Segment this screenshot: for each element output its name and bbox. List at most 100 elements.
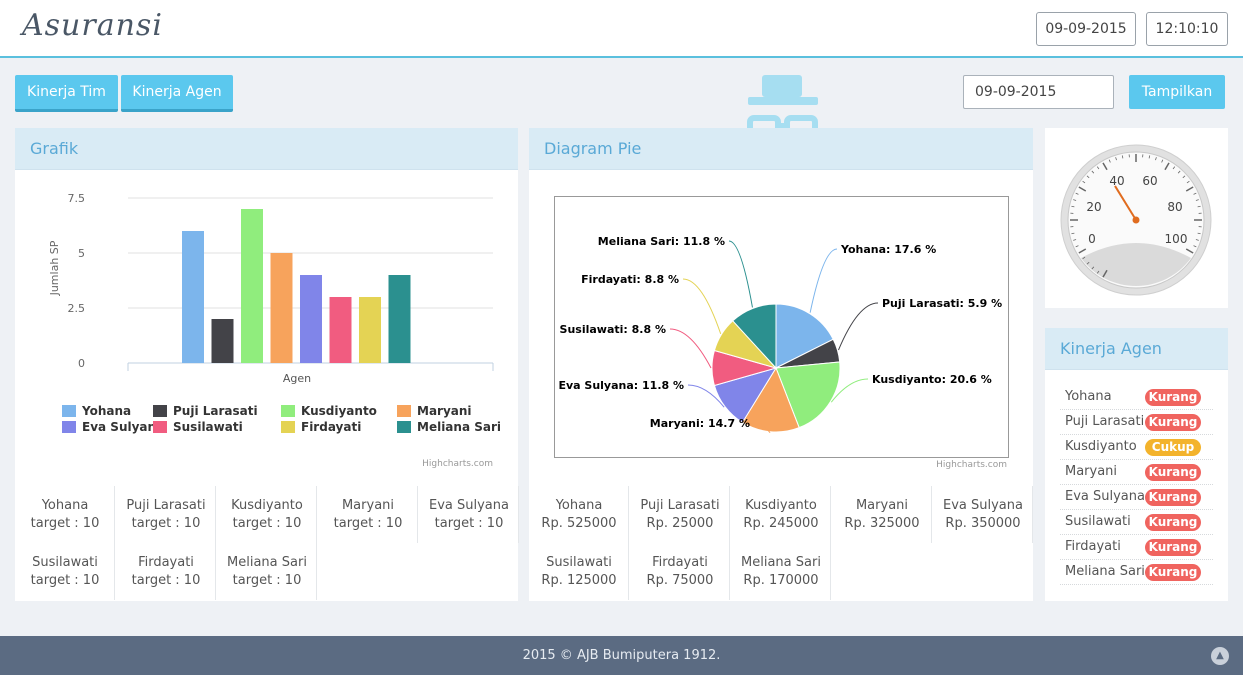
stat-value: target : 10 — [30, 573, 100, 588]
stat-divider — [114, 486, 115, 543]
stat-cell: Yohana Rp. 525000 — [529, 497, 629, 533]
date-filter-input[interactable]: 09-09-2015 — [963, 75, 1114, 109]
bar-puji-larasati[interactable] — [211, 319, 234, 363]
bar-eva-sulyana[interactable] — [300, 275, 322, 363]
pie-data-label: Firdayati: 8.8 % — [581, 273, 679, 286]
status-badge: Kurang — [1145, 539, 1201, 556]
stat-name: Susilawati — [546, 555, 612, 570]
gauge-tick — [1182, 175, 1186, 179]
bar-firdayati[interactable] — [359, 297, 381, 363]
legend-swatch — [62, 421, 76, 433]
bar-y-axis-label: Jumlah SP — [48, 240, 61, 296]
stat-divider — [628, 486, 629, 543]
agent-row: Puji Larasati Kurang — [1060, 410, 1213, 435]
agent-name: Maryani — [1065, 464, 1118, 479]
legend-swatch — [281, 405, 295, 417]
stat-cell: Puji Larasati Rp. 25000 — [630, 497, 730, 533]
legend-item[interactable]: Maryani — [417, 404, 472, 418]
header-clock: 12:10:10 — [1146, 12, 1228, 46]
status-badge: Kurang — [1145, 514, 1201, 531]
gauge-tick — [1086, 175, 1090, 179]
stat-divider — [215, 543, 216, 600]
gauge-tick — [1075, 192, 1079, 195]
bar-yohana[interactable] — [182, 231, 204, 363]
tab-kinerja-tim[interactable]: Kinerja Tim — [15, 75, 118, 112]
gauge-tick — [1186, 180, 1190, 184]
gauge-tick-label: 100 — [1165, 232, 1188, 246]
stat-divider — [518, 486, 519, 543]
footer: 2015 © AJB Bumiputera 1912. ▲ — [0, 636, 1243, 675]
agent-row: Kusdiyanto Cukup — [1060, 435, 1213, 460]
pie-slice-meliana-sari[interactable] — [732, 303, 777, 370]
pie-connector — [830, 378, 869, 403]
status-badge: Kurang — [1145, 414, 1201, 431]
pie-slice-yohana[interactable] — [775, 303, 834, 369]
legend-swatch — [397, 421, 411, 433]
gauge-tick — [1102, 162, 1108, 171]
top-bar: Asuransi 09-09-2015 12:10:10 — [0, 0, 1243, 58]
stat-divider — [628, 543, 629, 600]
agent-row: Yohana Kurang — [1060, 385, 1213, 410]
bar-chart-credit[interactable]: Highcharts.com — [422, 459, 493, 469]
stat-name: Eva Sulyana — [943, 498, 1023, 513]
legend-swatch — [397, 405, 411, 417]
stat-value: Rp. 525000 — [541, 516, 617, 531]
stat-name: Maryani — [341, 498, 395, 513]
stat-divider — [931, 486, 932, 543]
legend-item[interactable]: Meliana Sari — [417, 420, 501, 434]
stat-name: Kusdiyanto — [745, 498, 817, 513]
stat-divider — [729, 543, 730, 600]
stat-cell: Meliana Sari target : 10 — [217, 554, 317, 590]
legend-swatch — [153, 421, 167, 433]
agent-performance-panel: Kinerja Agen Yohana Kurang Puji Larasati Ku… — [1045, 328, 1228, 601]
legend-item[interactable]: Kusdiyanto — [301, 404, 377, 418]
gauge-tick — [1197, 232, 1201, 235]
gauge-tick — [1075, 245, 1079, 248]
status-badge: Kurang — [1145, 489, 1201, 506]
bar-y-tick-label: 7.5 — [68, 192, 86, 205]
gauge-tick — [1073, 239, 1077, 241]
gauge-tick — [1193, 192, 1197, 195]
show-button[interactable]: Tampilkan — [1129, 75, 1225, 109]
legend-item[interactable]: Susilawati — [173, 420, 243, 434]
pie-connector — [753, 422, 771, 434]
pie-slice-maryani[interactable] — [741, 366, 800, 433]
gauge-tick — [1096, 270, 1100, 274]
legend-item[interactable]: Yohana — [81, 404, 131, 418]
gauge-tick — [1195, 239, 1199, 241]
tab-kinerja-agen[interactable]: Kinerja Agen — [121, 75, 233, 112]
stat-value: target : 10 — [131, 573, 201, 588]
stat-value: target : 10 — [434, 516, 504, 531]
legend-item[interactable]: Eva Sulyana — [82, 420, 164, 434]
pie-panel-title: Diagram Pie — [529, 128, 1033, 170]
gauge-tick — [1161, 159, 1164, 163]
bar-maryani[interactable] — [270, 253, 293, 363]
gauge-tick — [1115, 157, 1117, 161]
gauge-tick — [1091, 266, 1095, 270]
pie-data-label: Meliana Sari: 11.8 % — [598, 235, 725, 248]
gauge-tick — [1177, 170, 1181, 174]
legend-item[interactable]: Firdayati — [301, 420, 361, 434]
legend-item[interactable]: Puji Larasati — [173, 404, 258, 418]
bar-meliana-sari[interactable] — [388, 275, 411, 363]
stat-cell: Meliana Sari Rp. 170000 — [731, 554, 831, 590]
stat-cell: Maryani target : 10 — [318, 497, 418, 533]
stat-divider — [114, 543, 115, 600]
bar-susilawati[interactable] — [329, 297, 352, 363]
pie-data-label: Eva Sulyana: 11.8 % — [558, 379, 684, 392]
stat-name: Yohana — [41, 498, 89, 513]
stat-divider — [215, 486, 216, 543]
bar-kusdiyanto[interactable] — [241, 209, 263, 363]
agent-name: Eva Sulyana — [1065, 489, 1145, 504]
app-logo[interactable]: Asuransi — [22, 8, 163, 43]
pie-data-label: Maryani: 14.7 % — [650, 417, 750, 430]
agent-name: Kusdiyanto — [1065, 439, 1137, 454]
pie-chart-credit[interactable]: Highcharts.com — [936, 460, 1007, 470]
chevron-up-icon[interactable]: ▲ — [1211, 647, 1229, 665]
pie-slice-kusdiyanto[interactable] — [775, 361, 841, 429]
gauge-tick — [1185, 248, 1194, 254]
pie-chart: Yohana: 17.6 % Puji Larasati: 5.9 % Kusdiy… — [554, 196, 1009, 470]
stat-cell: Eva Sulyana target : 10 — [419, 497, 519, 533]
agent-name: Firdayati — [1065, 539, 1121, 554]
stat-cell: Puji Larasati target : 10 — [116, 497, 216, 533]
